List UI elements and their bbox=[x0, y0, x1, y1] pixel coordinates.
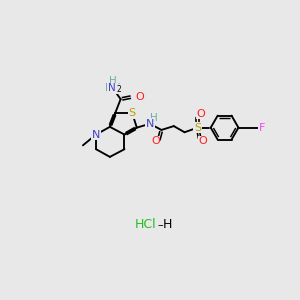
Text: H: H bbox=[109, 76, 117, 86]
Text: O: O bbox=[135, 92, 144, 102]
Text: N: N bbox=[92, 130, 100, 140]
Text: O: O bbox=[199, 136, 207, 146]
Text: –: – bbox=[157, 220, 163, 230]
Text: H: H bbox=[150, 112, 158, 123]
Text: S: S bbox=[129, 108, 136, 118]
Text: N: N bbox=[107, 83, 115, 93]
Text: 2: 2 bbox=[117, 85, 122, 94]
Text: N: N bbox=[146, 119, 154, 129]
Text: HCl: HCl bbox=[135, 218, 157, 231]
Text: H: H bbox=[163, 218, 172, 231]
Text: F: F bbox=[259, 123, 266, 133]
Text: NH: NH bbox=[105, 83, 121, 93]
Text: S: S bbox=[194, 123, 201, 133]
Text: O: O bbox=[196, 109, 205, 119]
Text: O: O bbox=[151, 136, 160, 146]
